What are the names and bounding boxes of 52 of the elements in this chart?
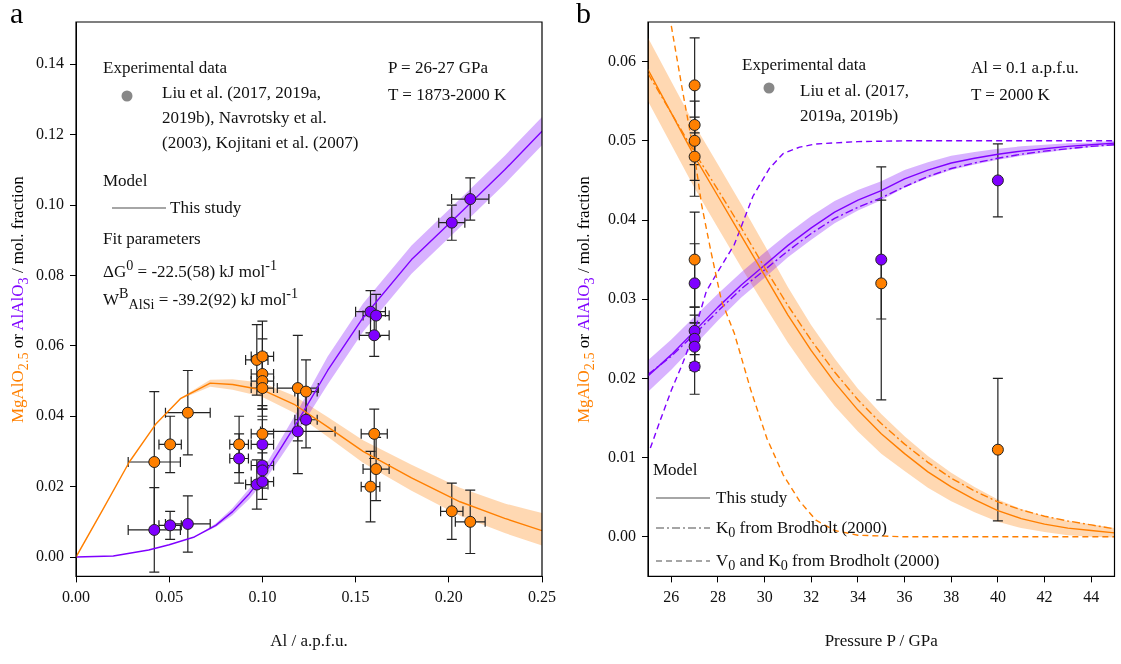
y-tick-label: 0.12 (36, 124, 64, 142)
annotation: Liu et al. (2017, 2019a, 2019b) (800, 80, 911, 127)
annotation: ΔG$^{0}$ = -22.5(58) kJ mol$^{-1}$ (103, 256, 277, 283)
y-tick-label: 0.03 (608, 289, 636, 307)
y-tick-label: 0.04 (608, 210, 636, 228)
x-tick-label: 38 (943, 588, 960, 606)
chart-title: a (10, 0, 24, 30)
annotation: Fit parameters (103, 228, 201, 250)
y-tick-label: 0.02 (36, 476, 64, 494)
x-tick-label: 0.05 (155, 588, 184, 606)
y-tick-label: 0.04 (36, 406, 64, 424)
chart-title: b (576, 0, 591, 30)
y-tick-label: 0.01 (608, 447, 636, 465)
annotation: This study (170, 197, 242, 219)
x-axis-title: Pressure P / GPa (824, 631, 939, 651)
x-tick-label: 44 (1083, 588, 1100, 606)
x-tick-label: 0.25 (528, 588, 556, 606)
annotation: V$_{0}$ and K$_{0}$ from Brodholt (2000) (716, 550, 940, 576)
x-tick-label: 40 (989, 588, 1006, 606)
annotation: Experimental data (103, 57, 228, 79)
annotation: T = 1873-2000 K (388, 84, 507, 106)
annotation: Model (653, 459, 698, 481)
y-tick-label: 0.06 (36, 336, 64, 354)
annotation: W$^{B}$$_{AlSi}$ = -39.2(92) kJ mol$^{-1}$ (103, 284, 299, 315)
annotation: P = 26-27 GPa (388, 57, 489, 79)
y-tick-label: 0.02 (608, 368, 636, 386)
annotation: Liu et al. (2017, 2019a, 2019b), Navrotsky et al. (2003), Kojitani et al. (2007) (162, 82, 360, 154)
annotation: Model (103, 170, 148, 192)
annotation: Experimental data (742, 54, 867, 76)
y-tick-label: 0.00 (608, 527, 636, 544)
y-tick-label: 0.10 (36, 195, 64, 213)
x-axis-title: Al / a.p.f.u. (270, 631, 348, 651)
annotation: T = 2000 K (971, 84, 1050, 106)
x-tick-label: 32 (803, 588, 820, 606)
y-tick-label: 0.06 (608, 51, 636, 69)
annotation: K$_{0}$ from Brodholt (2000) (716, 517, 887, 543)
y-tick-label: 0.00 (36, 547, 64, 565)
x-tick-label: 36 (896, 588, 913, 606)
annotation: This study (716, 487, 788, 509)
annotation: Al = 0.1 a.p.f.u. (971, 57, 1079, 79)
x-tick-label: 0.10 (248, 588, 277, 606)
y-tick-label: 0.08 (36, 265, 64, 283)
x-tick-label: 30 (756, 588, 773, 606)
y-tick-label: 0.14 (36, 54, 64, 72)
x-tick-label: 0.00 (62, 588, 90, 606)
x-tick-label: 26 (663, 588, 680, 606)
y-tick-label: 0.05 (608, 131, 636, 148)
x-tick-label: 42 (1036, 588, 1053, 606)
x-tick-label: 0.20 (434, 588, 463, 606)
x-tick-label: 0.15 (341, 588, 370, 606)
x-tick-label: 28 (709, 588, 726, 606)
x-tick-label: 34 (849, 588, 866, 606)
